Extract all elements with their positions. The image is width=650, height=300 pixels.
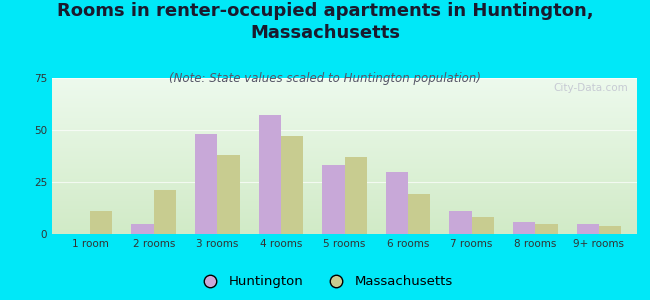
Bar bbox=[472, 218, 494, 234]
Bar bbox=[599, 226, 621, 234]
Bar bbox=[513, 221, 535, 234]
Bar bbox=[577, 224, 599, 234]
Bar bbox=[90, 211, 112, 234]
Text: (Note: State values scaled to Huntington population): (Note: State values scaled to Huntington… bbox=[169, 72, 481, 85]
Bar bbox=[154, 190, 176, 234]
Bar bbox=[408, 194, 430, 234]
Bar bbox=[281, 136, 303, 234]
Bar bbox=[259, 116, 281, 234]
Bar bbox=[449, 211, 472, 234]
Bar bbox=[386, 172, 408, 234]
Bar bbox=[195, 134, 217, 234]
Text: Rooms in renter-occupied apartments in Huntington,
Massachusetts: Rooms in renter-occupied apartments in H… bbox=[57, 2, 593, 42]
Bar bbox=[322, 165, 344, 234]
Bar bbox=[131, 224, 154, 234]
Text: City-Data.com: City-Data.com bbox=[554, 83, 628, 93]
Bar bbox=[535, 224, 558, 234]
Bar bbox=[217, 155, 240, 234]
Bar bbox=[344, 157, 367, 234]
Legend: Huntington, Massachusetts: Huntington, Massachusetts bbox=[192, 270, 458, 293]
